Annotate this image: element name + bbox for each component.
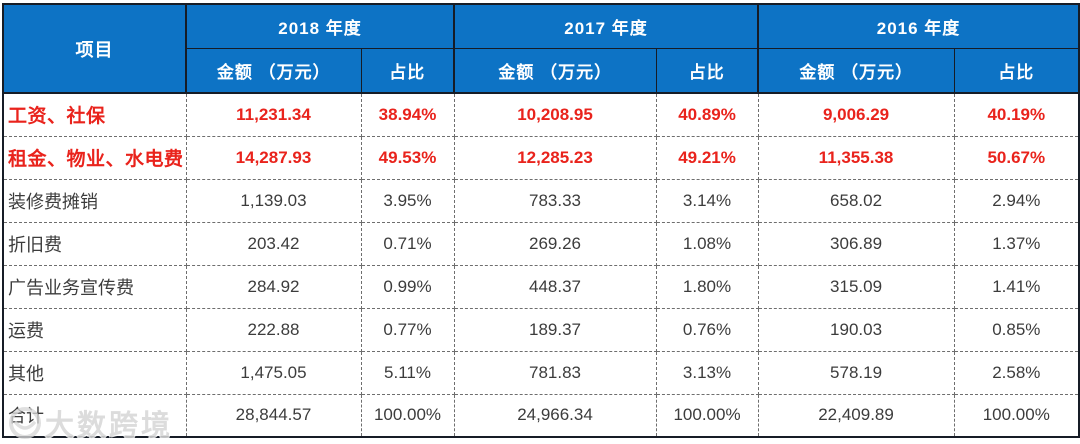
cell-2017-amount: 783.33 — [454, 179, 657, 223]
row-label: 合计 — [3, 394, 187, 438]
cell-2017-amount: 781.83 — [454, 351, 657, 395]
col-header-ratio-2018: 占比 — [361, 48, 456, 94]
cell-2017-ratio: 100.00% — [656, 394, 759, 438]
cell-2017-ratio: 1.80% — [656, 265, 759, 309]
cell-2018-ratio: 38.94% — [361, 93, 455, 137]
row-label: 工资、社保 — [3, 93, 187, 137]
cell-2017-ratio: 3.14% — [656, 179, 759, 223]
row-label: 运费 — [3, 308, 187, 352]
cell-2017-ratio: 40.89% — [656, 93, 759, 137]
table-row: 折旧费 203.42 0.71% 269.26 1.08% 306.89 1.3… — [3, 222, 1080, 266]
cell-2016-ratio: 40.19% — [954, 93, 1080, 137]
cell-2018-amount: 14,287.93 — [186, 136, 362, 180]
cell-2018-ratio: 3.95% — [361, 179, 455, 223]
col-header-item: 项目 — [3, 4, 187, 94]
cell-2016-ratio: 1.41% — [954, 265, 1080, 309]
table-row: 广告业务宣传费 284.92 0.99% 448.37 1.80% 315.09… — [3, 265, 1080, 309]
cell-2018-ratio: 0.77% — [361, 308, 455, 352]
cell-2017-amount: 24,966.34 — [454, 394, 657, 438]
cell-2016-ratio: 50.67% — [954, 136, 1080, 180]
cell-2016-ratio: 1.37% — [954, 222, 1080, 266]
cell-2018-amount: 284.92 — [186, 265, 362, 309]
cell-2018-amount: 203.42 — [186, 222, 362, 266]
cell-2017-ratio: 49.21% — [656, 136, 759, 180]
cell-2016-amount: 306.89 — [758, 222, 955, 266]
cell-2018-amount: 28,844.57 — [186, 394, 362, 438]
table-row: 装修费摊销 1,139.03 3.95% 783.33 3.14% 658.02… — [3, 179, 1080, 223]
cell-2018-ratio: 5.11% — [361, 351, 455, 395]
cell-2016-amount: 22,409.89 — [758, 394, 955, 438]
col-header-ratio-2016: 占比 — [954, 48, 1080, 94]
table-row: 工资、社保 11,231.34 38.94% 10,208.95 40.89% … — [3, 93, 1080, 137]
col-header-year-2016: 2016 年度 — [758, 4, 1080, 49]
expense-table: 项目 2018 年度 2017 年度 2016 年度 金额 （万元） 占比 金额… — [2, 3, 1080, 438]
cell-2017-amount: 269.26 — [454, 222, 657, 266]
cell-2016-amount: 9,006.29 — [758, 93, 955, 137]
cell-2017-amount: 189.37 — [454, 308, 657, 352]
cell-2018-amount: 1,475.05 — [186, 351, 362, 395]
cell-2016-amount: 658.02 — [758, 179, 955, 223]
cell-2018-amount: 11,231.34 — [186, 93, 362, 137]
table-row: 运费 222.88 0.77% 189.37 0.76% 190.03 0.85… — [3, 308, 1080, 352]
table-header: 项目 2018 年度 2017 年度 2016 年度 金额 （万元） 占比 金额… — [3, 4, 1080, 94]
cell-2016-ratio: 100.00% — [954, 394, 1080, 438]
cell-2017-amount: 12,285.23 — [454, 136, 657, 180]
table-row: 合计 28,844.57 100.00% 24,966.34 100.00% 2… — [3, 394, 1080, 438]
cell-2016-amount: 578.19 — [758, 351, 955, 395]
cell-2017-amount: 448.37 — [454, 265, 657, 309]
cell-2018-ratio: 49.53% — [361, 136, 455, 180]
cell-2017-ratio: 3.13% — [656, 351, 759, 395]
cell-2018-amount: 1,139.03 — [186, 179, 362, 223]
cell-2016-amount: 190.03 — [758, 308, 955, 352]
cell-2017-ratio: 0.76% — [656, 308, 759, 352]
row-label: 折旧费 — [3, 222, 187, 266]
cell-2016-amount: 315.09 — [758, 265, 955, 309]
table-row: 租金、物业、水电费 14,287.93 49.53% 12,285.23 49.… — [3, 136, 1080, 180]
cell-2018-ratio: 0.99% — [361, 265, 455, 309]
col-header-amount-2017: 金额 （万元） — [454, 48, 657, 94]
table-body: 工资、社保 11,231.34 38.94% 10,208.95 40.89% … — [3, 93, 1080, 438]
row-label: 其他 — [3, 351, 187, 395]
row-label: 广告业务宣传费 — [3, 265, 187, 309]
header-row-years: 项目 2018 年度 2017 年度 2016 年度 — [3, 4, 1080, 94]
expense-table-container: 项目 2018 年度 2017 年度 2016 年度 金额 （万元） 占比 金额… — [2, 3, 1080, 438]
cell-2017-amount: 10,208.95 — [454, 93, 657, 137]
table-row: 其他 1,475.05 5.11% 781.83 3.13% 578.19 2.… — [3, 351, 1080, 395]
cell-2016-ratio: 0.85% — [954, 308, 1080, 352]
cell-2016-amount: 11,355.38 — [758, 136, 955, 180]
col-header-amount-2018: 金额 （万元） — [186, 48, 362, 94]
cell-2016-ratio: 2.58% — [954, 351, 1080, 395]
cell-2018-ratio: 100.00% — [361, 394, 455, 438]
row-label: 租金、物业、水电费 — [3, 136, 187, 180]
cell-2018-ratio: 0.71% — [361, 222, 455, 266]
col-header-amount-2016: 金额 （万元） — [758, 48, 955, 94]
cell-2017-ratio: 1.08% — [656, 222, 759, 266]
row-label: 装修费摊销 — [3, 179, 187, 223]
col-header-year-2017: 2017 年度 — [454, 4, 760, 49]
header-row-sub: 金额 （万元） 占比 金额 （万元） 占比 金额 （万元） 占比 — [3, 48, 1080, 94]
cell-2016-ratio: 2.94% — [954, 179, 1080, 223]
col-header-year-2018: 2018 年度 — [186, 4, 456, 49]
cell-2018-amount: 222.88 — [186, 308, 362, 352]
col-header-ratio-2017: 占比 — [656, 48, 760, 94]
